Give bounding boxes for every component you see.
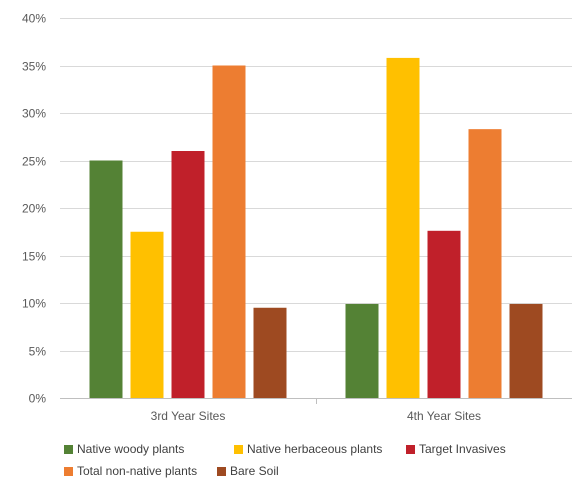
bar-chart: 0% 5% 10% 15% 20% 25% 30% 35% 40% 3rd Year Sites… bbox=[22, 12, 572, 423]
bar-bare-soil bbox=[253, 307, 287, 398]
legend-item-total-non-native: Total non-native plants bbox=[64, 464, 217, 478]
bar-native-woody-plants bbox=[345, 303, 379, 398]
y-tick-label: 10% bbox=[22, 297, 46, 311]
y-tick-label: 5% bbox=[29, 345, 47, 359]
legend-label: Target Invasives bbox=[419, 442, 506, 456]
legend: Native woody plants Native herbaceous pl… bbox=[64, 438, 564, 482]
legend-swatch bbox=[64, 444, 73, 454]
legend-item-target-invasives: Target Invasives bbox=[406, 442, 506, 456]
legend-label: Bare Soil bbox=[230, 464, 279, 478]
x-axis: 3rd Year Sites 4th Year Sites bbox=[151, 398, 481, 423]
y-axis: 0% 5% 10% 15% 20% 25% 30% 35% 40% bbox=[22, 12, 46, 406]
legend-row-1: Native woody plants Native herbaceous pl… bbox=[64, 438, 564, 460]
y-tick-label: 25% bbox=[22, 155, 46, 169]
legend-item-native-herbaceous: Native herbaceous plants bbox=[234, 442, 406, 456]
legend-label: Total non-native plants bbox=[77, 464, 198, 478]
y-tick-label: 35% bbox=[22, 60, 46, 74]
y-tick-label: 30% bbox=[22, 107, 46, 121]
bar-native-herbaceous-plants bbox=[386, 57, 420, 399]
bar-total-non-native-plants bbox=[212, 65, 246, 398]
legend-swatch bbox=[64, 466, 73, 476]
bar-target-invasives bbox=[171, 151, 205, 398]
y-tick-label: 15% bbox=[22, 250, 46, 264]
legend-item-native-woody: Native woody plants bbox=[64, 442, 234, 456]
y-tick-label: 40% bbox=[22, 12, 46, 26]
legend-swatch bbox=[406, 444, 415, 454]
bars bbox=[89, 57, 543, 399]
y-tick-label: 20% bbox=[22, 202, 46, 216]
bar-total-non-native-plants bbox=[468, 129, 502, 398]
legend-row-2: Total non-native plants Bare Soil bbox=[64, 460, 564, 482]
legend-swatch bbox=[234, 444, 243, 454]
bar-native-woody-plants bbox=[89, 160, 123, 398]
x-tick-label: 4th Year Sites bbox=[407, 409, 481, 423]
legend-item-bare-soil: Bare Soil bbox=[217, 464, 279, 478]
bar-native-herbaceous-plants bbox=[130, 231, 164, 398]
legend-label: Native woody plants bbox=[77, 442, 185, 456]
x-tick-label: 3rd Year Sites bbox=[151, 409, 226, 423]
legend-label: Native herbaceous plants bbox=[247, 442, 383, 456]
bar-target-invasives bbox=[427, 230, 461, 398]
y-tick-label: 0% bbox=[29, 392, 47, 406]
legend-swatch bbox=[217, 466, 226, 476]
bar-bare-soil bbox=[509, 303, 543, 398]
